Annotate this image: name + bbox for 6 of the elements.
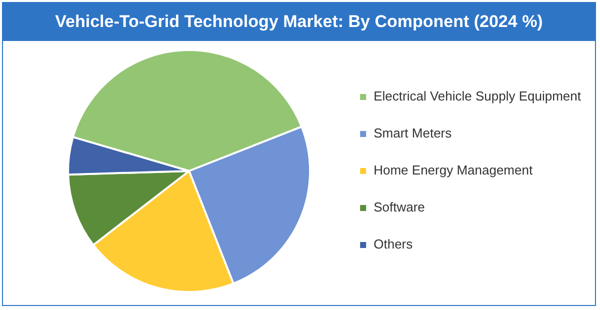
legend-label: Home Energy Management (374, 162, 533, 178)
legend-label: Electrical Vehicle Supply Equipment (374, 88, 582, 104)
legend-label: Others (374, 236, 414, 252)
chart-title: Vehicle-To-Grid Technology Market: By Component (2024 %) (3, 3, 595, 41)
legend-label: Software (374, 200, 425, 215)
legend-label: Smart Meters (374, 126, 452, 141)
